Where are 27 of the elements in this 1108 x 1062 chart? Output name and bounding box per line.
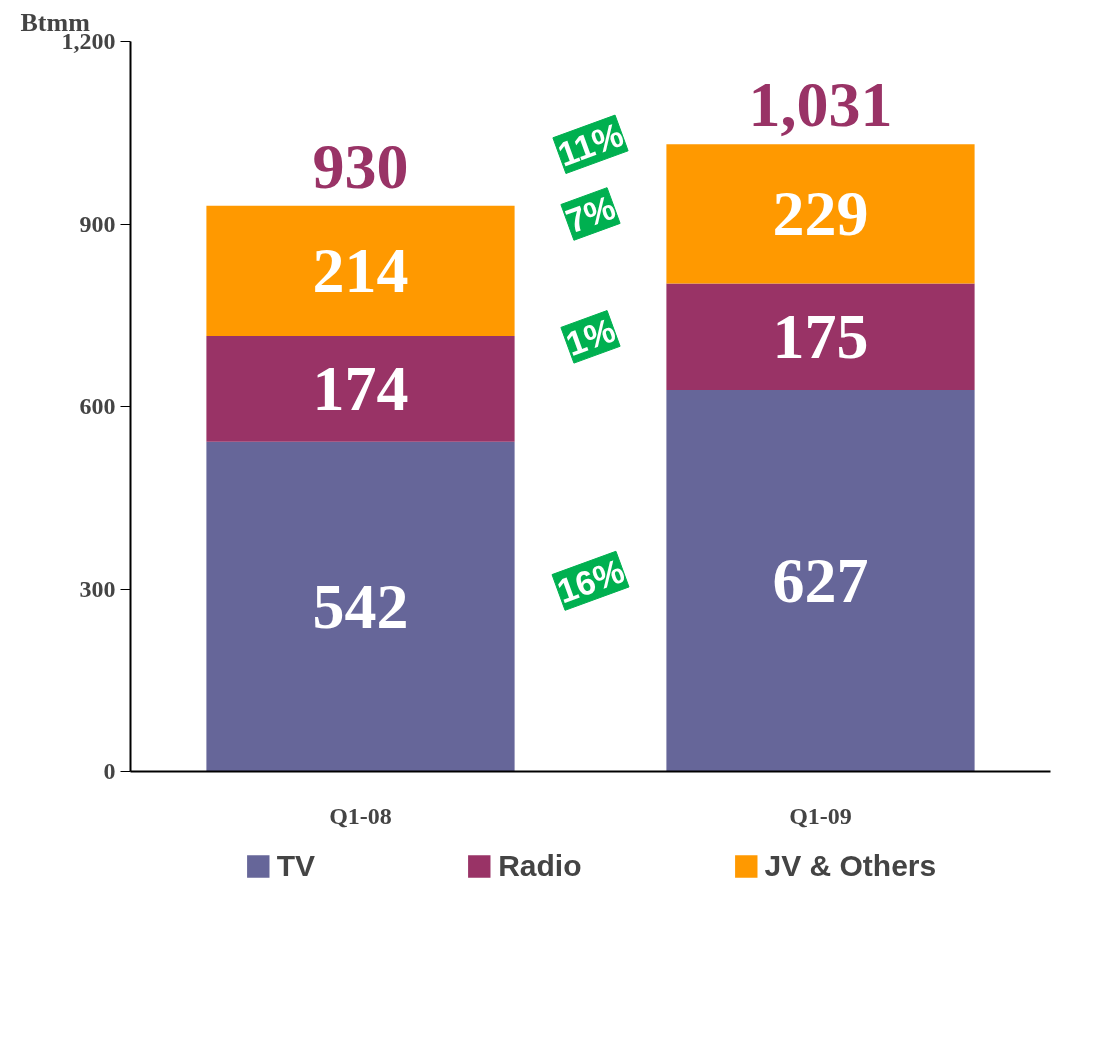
total-label: 1,031 [748,69,893,141]
x-tick-label: Q1-09 [789,802,852,829]
data-label: 542 [312,570,409,642]
annotation: 16% [552,551,629,611]
data-label: 229 [772,177,869,249]
data-label: 627 [772,544,869,616]
bar [666,283,975,391]
data-label: 214 [312,234,409,306]
data-label: 175 [772,300,869,372]
annotation: 1% [560,310,621,364]
data-label: 174 [312,352,409,424]
bar [206,441,515,772]
x-tick-label: Q1-08 [329,802,392,829]
bar [206,205,515,336]
y-tick-label: 600 [79,393,116,419]
annotation: 7% [560,187,621,241]
y-tick-label: 0 [103,758,116,784]
bar [666,390,975,772]
bar [666,144,975,284]
legend-label: Radio [498,849,582,883]
y-tick-label: 300 [79,575,116,602]
annotation: 11% [552,115,629,174]
total-label: 930 [312,130,409,202]
legend-label: TV [276,849,316,883]
y-tick-label: 900 [79,210,116,237]
bar [206,335,515,442]
legend-label: JV & Others [764,849,937,883]
